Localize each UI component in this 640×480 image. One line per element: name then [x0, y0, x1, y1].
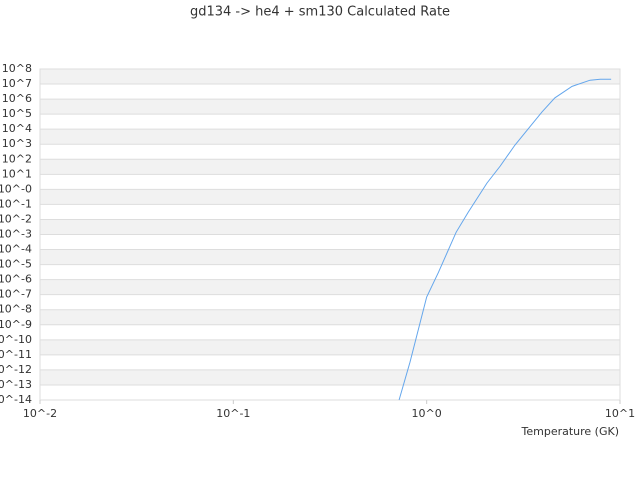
x-tick-label: 10^0 — [412, 407, 442, 420]
grid-band — [40, 219, 620, 235]
y-tick-label: 10^-13 — [0, 378, 32, 391]
y-tick-label: 10^7 — [2, 77, 32, 90]
y-tick-label: 10^-6 — [0, 273, 32, 286]
grid-band — [40, 249, 620, 265]
chart-title: gd134 -> he4 + sm130 Calculated Rate — [190, 5, 450, 20]
x-tick-label: 10^1 — [605, 407, 635, 420]
y-tick-label: 10^-14 — [0, 393, 32, 406]
grid-band — [40, 369, 620, 385]
grid-band — [40, 99, 620, 115]
y-tick-label: 10^-1 — [0, 197, 32, 210]
grid-band — [40, 129, 620, 145]
y-tick-label: 10^4 — [2, 122, 32, 135]
grid-band — [40, 189, 620, 205]
grid-band — [40, 69, 620, 85]
y-tick-label: 10^-10 — [0, 333, 32, 346]
y-tick-label: 10^-2 — [0, 212, 32, 225]
y-tick-label: 10^-5 — [0, 258, 32, 271]
y-tick-label: 10^8 — [2, 62, 32, 75]
x-tick-label: 10^-1 — [216, 407, 250, 420]
grid-band — [40, 159, 620, 175]
y-tick-label: 10^-12 — [0, 363, 32, 376]
y-tick-label: 10^3 — [2, 137, 32, 150]
x-tick-label: 10^-2 — [23, 407, 57, 420]
y-tick-label: 10^-8 — [0, 303, 32, 316]
y-tick-label: 10^1 — [2, 167, 32, 180]
y-tick-label: 10^-4 — [0, 243, 32, 256]
y-tick-label: 10^-0 — [0, 182, 32, 195]
grid-band — [40, 309, 620, 325]
y-tick-label: 10^-11 — [0, 348, 32, 361]
x-axis-label: Temperature (GK) — [521, 425, 620, 438]
y-tick-label: 10^5 — [2, 107, 32, 120]
y-tick-label: 10^-7 — [0, 288, 32, 301]
y-tick-label: 10^-3 — [0, 228, 32, 241]
plot-frame — [39, 68, 621, 401]
series-line — [398, 78, 612, 401]
y-tick-label: 10^-9 — [0, 318, 32, 331]
y-tick-label: 10^6 — [2, 92, 32, 105]
y-tick-label: 10^2 — [2, 152, 32, 165]
grid-band — [40, 279, 620, 295]
grid-band — [40, 339, 620, 355]
